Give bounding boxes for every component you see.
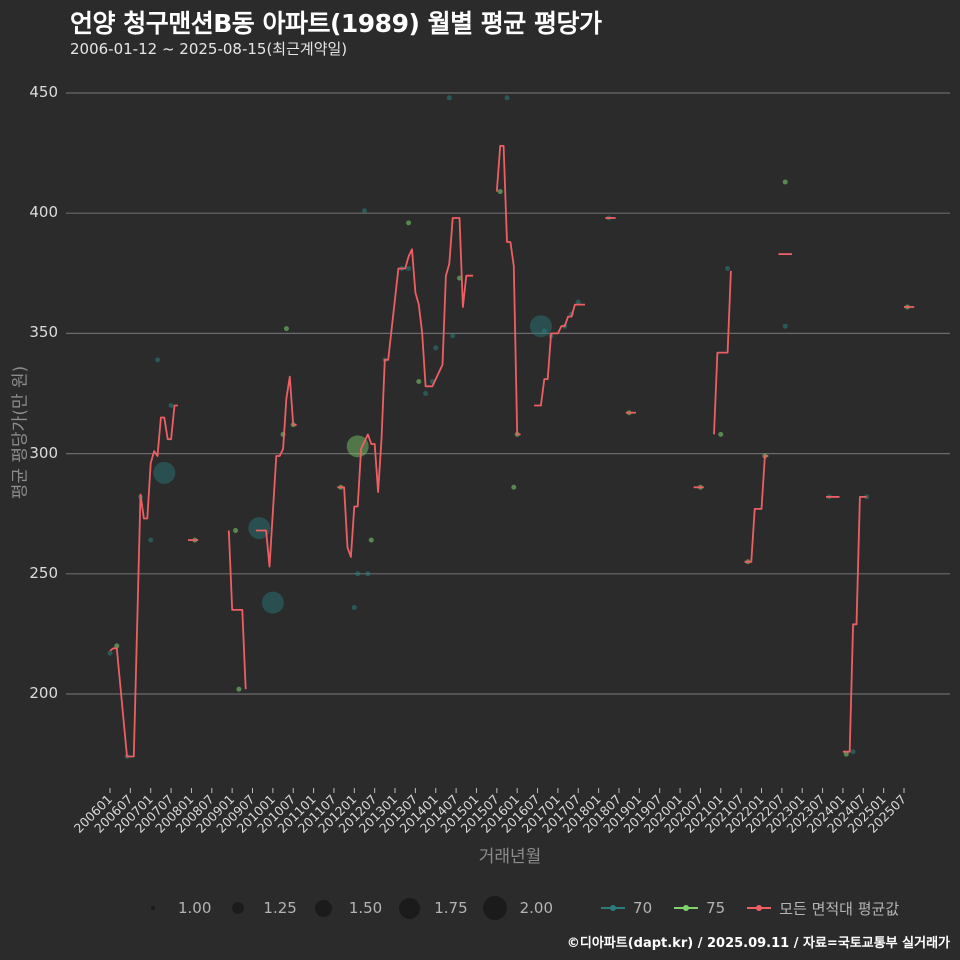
legend-label: 70 <box>633 899 653 917</box>
legend-series-avg: 모든 면적대 평균값 <box>739 898 913 919</box>
data-point <box>236 686 242 692</box>
data-point <box>450 333 456 339</box>
data-point <box>346 435 369 458</box>
legend-label: 1.00 <box>178 899 212 917</box>
y-tick-label: 300 <box>29 443 58 462</box>
data-point <box>107 650 113 656</box>
data-point <box>406 265 412 271</box>
data-point <box>456 275 462 281</box>
legend-size-2: 1.25 <box>225 895 310 921</box>
data-point <box>283 326 289 332</box>
legend-label: 2.00 <box>519 899 554 917</box>
avg-line <box>109 404 178 758</box>
legend-size-3: 1.50 <box>311 895 396 921</box>
legend-size-1: 1.00 <box>140 895 225 921</box>
size-dot-icon <box>482 896 507 920</box>
avg-line <box>337 217 474 558</box>
data-point <box>233 528 239 534</box>
data-point <box>368 537 374 543</box>
data-point <box>261 591 284 614</box>
data-point <box>725 265 731 271</box>
data-point <box>248 517 271 540</box>
legend: 1.00 1.25 1.50 1.75 2.00 70 75 모든 면적대 평균… <box>140 895 913 921</box>
data-point <box>446 95 452 101</box>
data-point <box>718 431 724 437</box>
legend-label: 75 <box>706 899 726 917</box>
legend-label: 1.50 <box>348 899 383 917</box>
data-point <box>529 315 552 338</box>
legend-label: 1.75 <box>434 899 468 917</box>
data-point <box>782 179 788 185</box>
size-dot-icon <box>315 899 333 917</box>
y-axis-label: 평균 평당가(만 원) <box>10 365 31 500</box>
data-point <box>575 299 581 305</box>
chart-title: 언양 청구맨션B동 아파트(1989) 월별 평균 평당가 <box>70 9 602 38</box>
avg-line <box>495 144 521 436</box>
legend-series-75: 75 <box>666 899 739 917</box>
legend-size-5: 2.00 <box>482 895 593 921</box>
y-tick-label: 350 <box>29 323 58 342</box>
data-point <box>168 403 174 409</box>
data-point <box>351 604 357 610</box>
data-point <box>406 220 412 226</box>
source-caption: ©디아파트(dapt.kr) / 2025.09.11 / 자료=국토교통부 실… <box>566 936 950 951</box>
y-tick-label: 200 <box>29 684 58 702</box>
avg-line <box>713 270 732 435</box>
size-dot-icon <box>151 906 155 910</box>
data-point <box>114 643 120 649</box>
chart-subtitle: 2006-01-12 ~ 2025-08-15(최근계약일) <box>70 40 348 58</box>
y-tick-label: 450 <box>29 83 58 101</box>
y-tick-label: 250 <box>29 563 58 582</box>
avg-line <box>534 303 585 407</box>
avg-line <box>227 530 247 690</box>
avg-line <box>255 375 297 568</box>
line-swatch-icon <box>747 903 772 913</box>
legend-label: 1.25 <box>263 899 297 917</box>
data-point <box>511 484 517 490</box>
data-point <box>782 323 788 329</box>
data-point <box>541 328 547 334</box>
size-dot-icon <box>232 902 245 914</box>
legend-series-70: 70 <box>593 899 666 917</box>
data-point <box>155 357 161 363</box>
data-point <box>416 378 422 384</box>
line-swatch-icon <box>601 903 626 913</box>
data-point <box>365 571 371 577</box>
data-point <box>497 189 503 195</box>
x-axis-label: 거래년월 <box>478 847 542 867</box>
data-point <box>361 208 367 214</box>
data-point <box>355 571 361 577</box>
avg-line <box>744 455 769 563</box>
y-tick-label: 400 <box>29 203 58 222</box>
legend-label: 모든 면적대 평균값 <box>779 899 900 918</box>
data-point <box>423 391 429 396</box>
data-point <box>850 749 856 755</box>
data-point <box>148 537 154 543</box>
legend-size-4: 1.75 <box>396 895 481 921</box>
line-swatch-icon <box>674 903 699 913</box>
data-point <box>843 751 849 757</box>
data-point <box>153 461 176 484</box>
size-dot-icon <box>398 897 420 919</box>
data-point <box>433 345 439 351</box>
avg-line <box>842 495 867 753</box>
data-point <box>504 95 510 101</box>
